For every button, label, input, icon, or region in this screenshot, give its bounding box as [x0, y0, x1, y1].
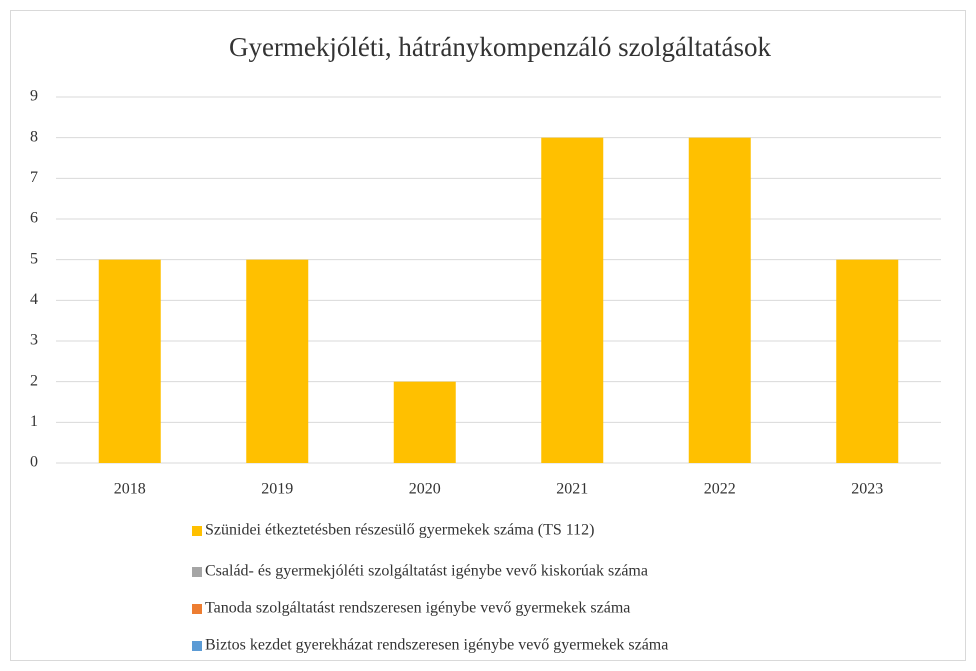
y-tick-label: 7 [30, 169, 38, 186]
x-tick-label: 2019 [261, 481, 293, 498]
y-tick-label: 8 [30, 128, 38, 145]
y-tick-label: 5 [30, 250, 38, 267]
x-tick-label: 2022 [704, 481, 736, 498]
y-tick-label: 6 [30, 210, 38, 227]
legend-label: Tanoda szolgáltatást rendszeresen igényb… [205, 600, 630, 617]
legend-label: Biztos kezdet gyerekházat rendszeresen i… [205, 637, 668, 654]
bar [98, 259, 161, 463]
x-tick-label: 2021 [556, 481, 588, 498]
y-tick-label: 1 [30, 413, 38, 430]
y-tick-label: 3 [30, 332, 38, 349]
bar [541, 137, 604, 463]
x-tick-label: 2020 [409, 481, 441, 498]
y-tick-label: 4 [30, 291, 38, 308]
bar [688, 137, 751, 463]
y-tick-label: 0 [30, 454, 38, 471]
y-tick-label: 2 [30, 372, 38, 389]
chart-title: Gyermekjóléti, hátránykompenzáló szolgál… [229, 32, 772, 62]
chart-border [10, 10, 966, 661]
bar [836, 259, 899, 463]
legend-swatch [192, 604, 202, 614]
y-tick-label: 9 [30, 88, 38, 105]
legend-swatch [192, 526, 202, 536]
bar [393, 381, 456, 463]
x-tick-label: 2018 [114, 481, 146, 498]
legend-label: Szünidei étkeztetésben részesülő gyermek… [205, 522, 594, 539]
bar [246, 259, 309, 463]
x-tick-label: 2023 [851, 481, 883, 498]
legend-label: Család- és gyermekjóléti szolgáltatást i… [205, 563, 648, 580]
legend-swatch [192, 641, 202, 651]
legend-swatch [192, 567, 202, 577]
